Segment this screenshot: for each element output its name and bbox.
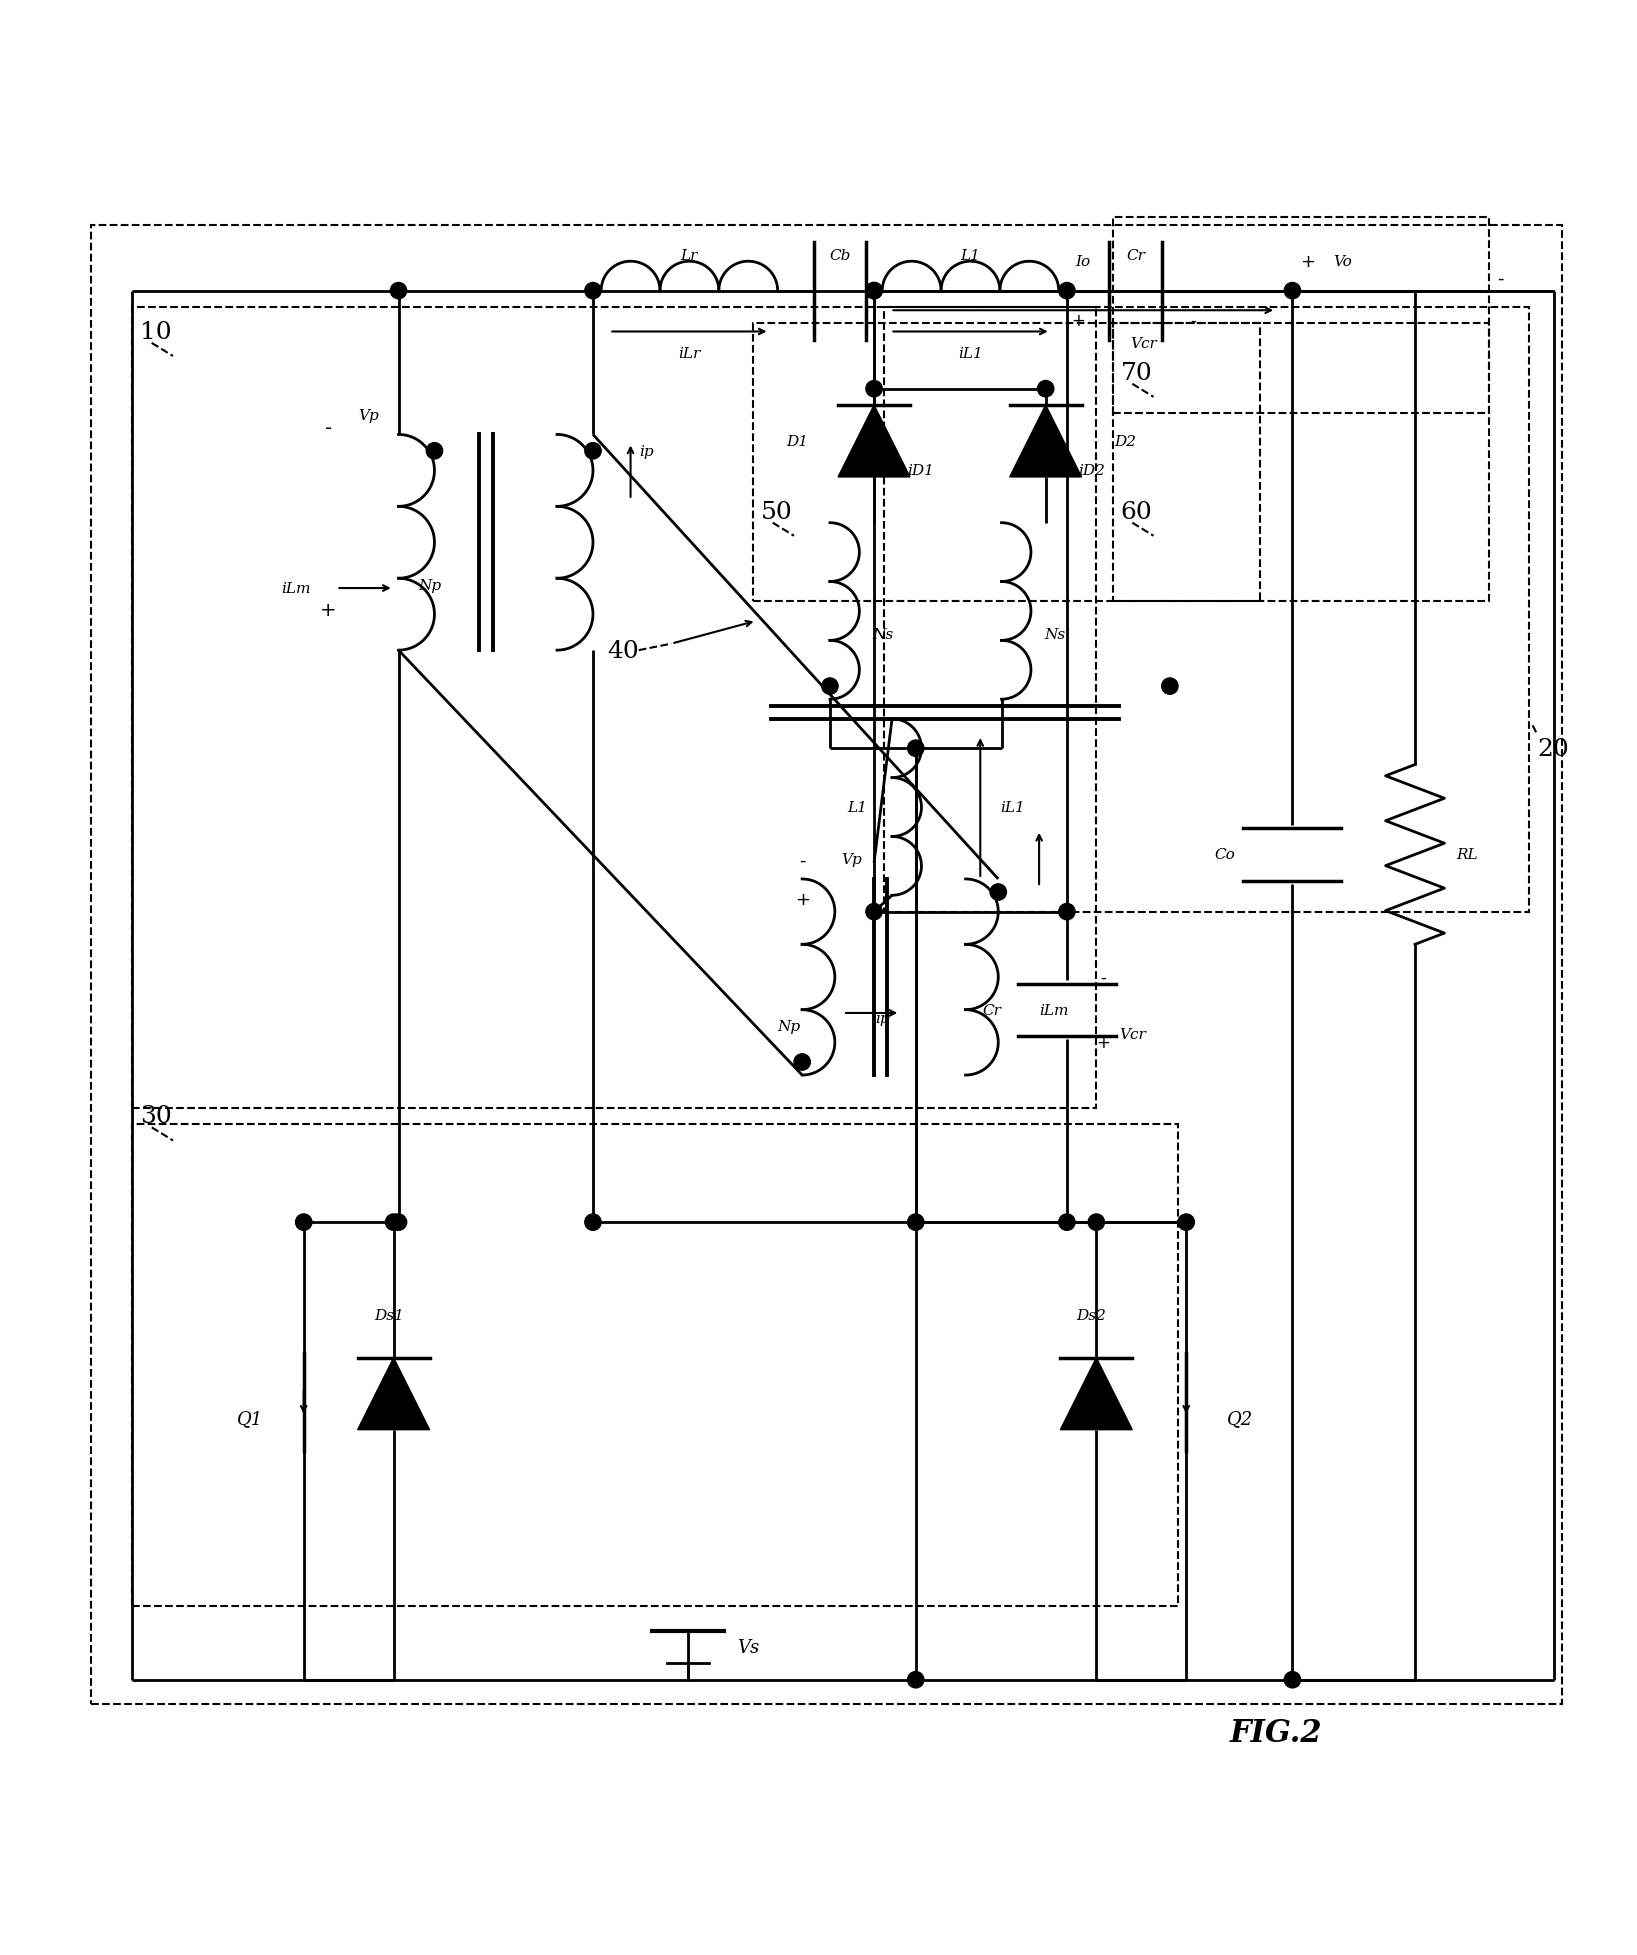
Circle shape	[822, 678, 838, 694]
Circle shape	[907, 1214, 923, 1232]
Polygon shape	[838, 407, 910, 477]
Text: iL1: iL1	[1000, 802, 1025, 815]
Circle shape	[426, 444, 442, 459]
Text: Ns: Ns	[873, 628, 894, 641]
Circle shape	[1089, 1214, 1105, 1232]
Bar	[133, 307, 1097, 1108]
Circle shape	[794, 1054, 810, 1071]
Text: ip: ip	[876, 1011, 891, 1024]
Text: D2: D2	[1115, 434, 1136, 450]
Text: iL1: iL1	[958, 346, 982, 360]
Circle shape	[1059, 903, 1076, 921]
Text: Vp: Vp	[841, 852, 861, 866]
Circle shape	[907, 1672, 923, 1687]
Text: FIG.2: FIG.2	[1229, 1716, 1323, 1748]
Text: Vcr: Vcr	[1130, 336, 1157, 350]
Text: Cr: Cr	[1126, 248, 1144, 262]
Text: Vp: Vp	[359, 409, 380, 422]
Text: +: +	[1095, 1034, 1110, 1052]
Text: Lr: Lr	[681, 248, 697, 262]
Circle shape	[1038, 381, 1054, 397]
Circle shape	[390, 1214, 406, 1232]
Circle shape	[1162, 678, 1179, 694]
Text: ip: ip	[638, 444, 653, 459]
Text: Co: Co	[1215, 848, 1236, 862]
Circle shape	[584, 283, 601, 299]
Text: Np: Np	[778, 1019, 800, 1034]
Text: +: +	[794, 890, 810, 907]
Polygon shape	[1061, 1359, 1133, 1429]
Text: iLr: iLr	[678, 346, 701, 360]
Circle shape	[990, 884, 1007, 901]
Text: Vcr: Vcr	[1120, 1028, 1146, 1042]
Text: Q1: Q1	[237, 1410, 264, 1427]
Circle shape	[584, 1214, 601, 1232]
Text: 30: 30	[141, 1105, 172, 1128]
Bar	[1113, 217, 1488, 414]
Text: Io: Io	[1076, 254, 1090, 270]
Text: +: +	[319, 600, 337, 620]
Text: 50: 50	[761, 500, 792, 524]
Text: Cr: Cr	[982, 1003, 1002, 1017]
Text: -: -	[1496, 270, 1503, 287]
Text: -: -	[1190, 313, 1195, 330]
Circle shape	[296, 1214, 313, 1232]
Bar	[884, 307, 1529, 913]
Text: L1: L1	[961, 248, 981, 262]
Circle shape	[1059, 283, 1076, 299]
Text: Np: Np	[417, 579, 442, 592]
Text: Ns: Ns	[1044, 628, 1066, 641]
Circle shape	[1179, 1214, 1195, 1232]
Text: Cb: Cb	[828, 248, 851, 262]
Bar	[753, 325, 1260, 602]
Circle shape	[584, 444, 601, 459]
Bar	[1113, 325, 1488, 602]
Circle shape	[866, 381, 882, 397]
Text: iLm: iLm	[282, 583, 311, 596]
Text: iLm: iLm	[1039, 1003, 1069, 1017]
Text: iD1: iD1	[907, 463, 933, 479]
Text: D1: D1	[787, 434, 809, 450]
Text: Q2: Q2	[1228, 1410, 1254, 1427]
Circle shape	[385, 1214, 401, 1232]
Bar	[133, 1124, 1179, 1607]
Text: -: -	[324, 418, 332, 438]
Text: iD2: iD2	[1079, 463, 1105, 479]
Circle shape	[1059, 1214, 1076, 1232]
Text: 40: 40	[607, 639, 638, 663]
Text: 60: 60	[1121, 500, 1152, 524]
Text: Ds2: Ds2	[1077, 1308, 1107, 1324]
Polygon shape	[357, 1359, 429, 1429]
Polygon shape	[1010, 407, 1082, 477]
Text: 10: 10	[141, 321, 172, 344]
Text: 70: 70	[1121, 362, 1152, 385]
Text: -: -	[1100, 968, 1105, 987]
Circle shape	[1285, 283, 1300, 299]
Text: +: +	[1071, 313, 1085, 330]
Text: 20: 20	[1537, 737, 1570, 760]
Text: Vo: Vo	[1333, 254, 1352, 270]
Text: +: +	[1300, 252, 1316, 272]
Text: RL: RL	[1455, 848, 1478, 862]
Circle shape	[907, 741, 923, 757]
Circle shape	[390, 283, 406, 299]
Circle shape	[866, 283, 882, 299]
Circle shape	[866, 283, 882, 299]
Text: Ds1: Ds1	[373, 1308, 404, 1324]
Text: L1: L1	[848, 802, 868, 815]
Text: -: -	[799, 850, 805, 868]
Circle shape	[866, 903, 882, 921]
Circle shape	[1285, 1672, 1300, 1687]
Text: Vs: Vs	[737, 1638, 760, 1656]
